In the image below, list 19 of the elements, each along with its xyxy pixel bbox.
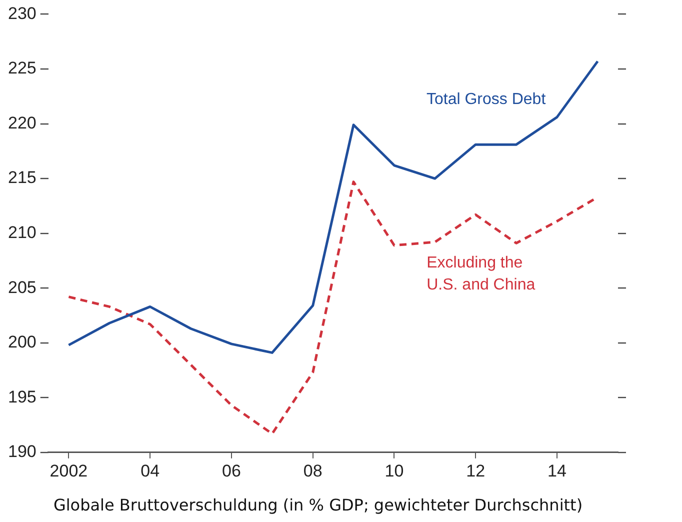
x-tick-label: 12 — [466, 461, 486, 480]
x-tick-label: 04 — [140, 461, 160, 480]
y-tick-label: 230 — [8, 4, 36, 23]
x-tick-label: 08 — [303, 461, 322, 480]
y-tick-label: 225 — [8, 58, 36, 78]
x-tick-label: 10 — [384, 461, 404, 480]
y-tick-label: 190 — [8, 442, 36, 462]
y-tick-label: 220 — [8, 113, 36, 132]
x-tick-label: 14 — [548, 461, 566, 480]
y-tick-label: 210 — [8, 222, 36, 242]
series-label: Excluding the U.S. and China — [426, 254, 536, 294]
x-tick-label: 2002 — [50, 461, 88, 480]
text: Globale Bruttoverschuldung (in % GDP; gewichteter Durchschnitt) — [53, 496, 583, 515]
y-tick-label: 200 — [8, 332, 36, 352]
y-tick-label: 215 — [8, 168, 36, 188]
y-tick-label: 205 — [8, 278, 36, 297]
y-tick-label: 195 — [8, 387, 36, 406]
series-label: Total Gross Debt — [426, 91, 546, 108]
x-tick-label: 06 — [222, 461, 241, 480]
